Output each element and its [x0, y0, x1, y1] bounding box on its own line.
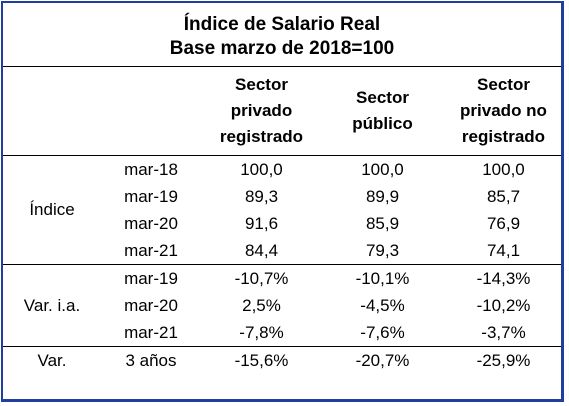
value-cell: 84,4	[244, 240, 279, 260]
chart-subtitle: Base marzo de 2018=100	[169, 38, 395, 59]
value-cell: -15,6%	[201, 346, 322, 374]
header-line: Sector	[356, 88, 409, 107]
value-cell: -14,3%	[443, 264, 561, 292]
value-cell: -10,7%	[201, 264, 322, 292]
value-cell: 91,6	[244, 213, 279, 233]
value-cell: 85,7	[486, 186, 521, 206]
group-label-index: Índice	[29, 200, 75, 219]
value-cell: -10,1%	[322, 264, 443, 292]
chart-title: Índice de Salario Real	[183, 14, 381, 35]
value-cell: 100,0	[240, 159, 283, 179]
salary-table: Sector privado registrado Sector público…	[3, 66, 561, 374]
table-frame: Índice de Salario Real Base marzo de 201…	[1, 1, 564, 402]
value-cell: 85,9	[365, 213, 400, 233]
period-cell: mar-18	[124, 159, 178, 179]
value-cell: -20,7%	[322, 346, 443, 374]
value-cell: -7,8%	[239, 322, 284, 342]
header-line: privado no	[460, 101, 547, 120]
table-row: Var. i.a. mar-19 -10,7% -10,1% -14,3%	[3, 264, 561, 347]
column-header-private-registered: Sector privado registrado	[201, 66, 322, 156]
value-cell: 76,9	[486, 213, 521, 233]
period-cell: mar-21	[124, 322, 178, 342]
header-line: registrado	[461, 127, 546, 146]
value-cell: 79,3	[365, 240, 400, 260]
header-line: Sector	[235, 75, 288, 94]
period-cell: mar-20	[124, 295, 178, 315]
period-cell: mar-21	[124, 240, 178, 260]
period-cell: mar-19	[124, 186, 178, 206]
value-cell: -3,7%	[481, 322, 526, 342]
header-line: registrado	[219, 127, 304, 146]
value-cell: -4,5%	[360, 295, 405, 315]
value-cell: 89,3	[244, 186, 279, 206]
header-empty-group	[3, 66, 101, 156]
table-row: mar-20 91,6 85,9 76,9	[3, 210, 561, 237]
value-cell: -10,2%	[476, 295, 531, 315]
value-cell: -25,9%	[443, 346, 561, 374]
value-cell: 100,0	[482, 159, 525, 179]
column-header-private-unregistered: Sector privado no registrado	[443, 66, 561, 156]
table-row: Var. 3 años -15,6% -20,7% -25,9%	[3, 346, 561, 374]
header-empty-period	[101, 66, 201, 156]
column-header-public: Sector público	[322, 66, 443, 156]
table-row: mar-20 2,5% -4,5% -10,2%	[3, 292, 561, 319]
table-row: Índice mar-18 100,0 100,0 100,0	[3, 156, 561, 220]
group-label-yoy: Var. i.a.	[3, 264, 101, 347]
header-line: privado	[230, 101, 293, 120]
value-cell: 100,0	[361, 159, 404, 179]
period-cell: 3 años	[101, 346, 201, 374]
group-label-var: Var.	[3, 346, 101, 374]
header-row: Sector privado registrado Sector público…	[3, 66, 561, 156]
value-cell: 74,1	[486, 240, 521, 260]
table-row: mar-19 89,3 89,9 85,7	[3, 183, 561, 210]
value-cell: 2,5%	[242, 295, 281, 315]
table-row: mar-21 84,4 79,3 74,1	[3, 237, 561, 265]
table-row: mar-21 -7,8% -7,6% -3,7%	[3, 319, 561, 347]
value-cell: 89,9	[365, 186, 400, 206]
value-cell: -7,6%	[360, 322, 405, 342]
period-cell: mar-20	[124, 213, 178, 233]
period-cell: mar-19	[101, 264, 201, 292]
header-line: público	[352, 114, 413, 133]
header-line: Sector	[477, 75, 530, 94]
